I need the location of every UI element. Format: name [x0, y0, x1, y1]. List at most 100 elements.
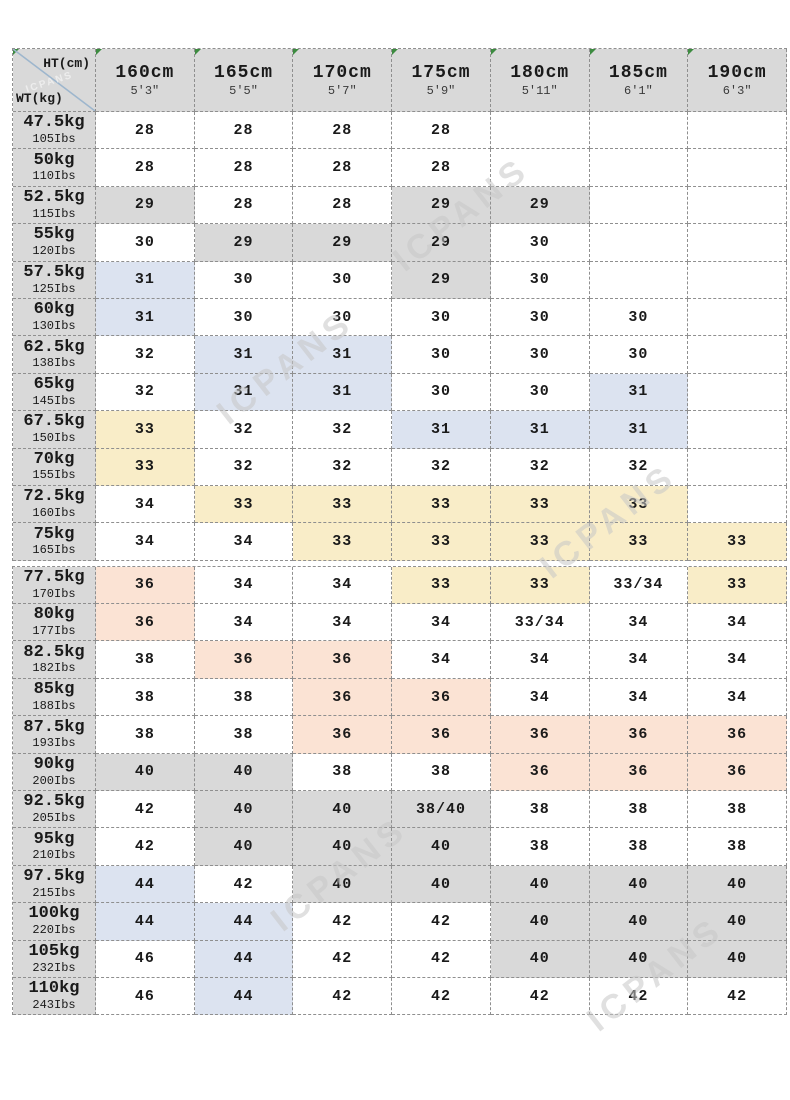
column-height-ft: 5'11" [521, 83, 558, 98]
size-cell: 40 [589, 865, 689, 904]
weight-kg: 92.5kg [23, 792, 85, 812]
size-cell: 33 [490, 523, 590, 561]
size-cell: 28 [293, 186, 393, 225]
size-cell: 34 [688, 641, 787, 679]
size-cell: 42 [96, 828, 195, 866]
size-cell: 33 [96, 411, 195, 449]
size-cell: 40 [589, 903, 689, 941]
size-cell: 34 [688, 678, 787, 717]
row-weight-label: 57.5kg 125Ibs [13, 261, 96, 299]
weight-kg: 52.5kg [23, 188, 85, 208]
size-cell: 40 [392, 828, 491, 866]
size-cell: 42 [293, 903, 393, 941]
column-header: 190cm 6'3" [688, 49, 787, 112]
size-cell: 34 [96, 523, 195, 561]
column-height-cm: 190cm [707, 62, 767, 83]
size-cell: 42 [293, 977, 393, 1016]
row-weight-label: 62.5kg 138Ibs [13, 336, 96, 374]
size-cell: 42 [392, 940, 491, 978]
row-weight-label: 65kg 145Ibs [13, 373, 96, 412]
size-cell: 40 [688, 903, 787, 941]
size-cell: 34 [194, 566, 294, 605]
size-chart: HT(cm) WT(kg) ICPANS 160cm 5'3" 165cm 5'5" 1… [12, 48, 787, 1016]
weight-kg: 67.5kg [23, 412, 85, 432]
size-cell: 40 [688, 865, 787, 904]
size-cell: 36 [293, 678, 393, 717]
weight-lbs: 165Ibs [32, 543, 76, 558]
size-cell: 30 [490, 336, 590, 374]
size-cell: 30 [194, 261, 294, 299]
size-cell: 40 [490, 865, 590, 904]
column-height-cm: 170cm [312, 62, 372, 83]
size-cell: 31 [96, 261, 195, 299]
size-cell: 34 [392, 641, 491, 679]
column-height-ft: 5'5" [229, 83, 258, 98]
size-cell: 40 [589, 940, 689, 978]
weight-lbs: 170Ibs [32, 586, 76, 601]
size-cell: 32 [194, 411, 294, 449]
size-table-lower: 77.5kg 170Ibs 36 34 34 33 33 33/34 33 80kg 177Ibs 3… [12, 565, 787, 1016]
column-header: 170cm 5'7" [293, 49, 393, 112]
size-cell: 38 [688, 828, 787, 866]
weight-lbs: 115Ibs [32, 206, 76, 221]
size-cell: 36 [194, 641, 294, 679]
size-cell: 31 [194, 373, 294, 412]
size-cell: 40 [293, 828, 393, 866]
column-height-ft: 5'9" [426, 83, 456, 98]
column-header: 165cm 5'5" [194, 49, 294, 112]
size-cell: 33 [392, 485, 491, 524]
size-cell: 31 [490, 411, 590, 449]
row-weight-label: 77.5kg 170Ibs [13, 566, 96, 605]
weight-kg: 55kg [33, 225, 75, 245]
row-weight-label: 67.5kg 150Ibs [13, 411, 96, 449]
row-weight-label: 110kg 243Ibs [13, 977, 96, 1016]
column-height-cm: 185cm [608, 62, 668, 83]
size-cell: 44 [96, 865, 195, 904]
size-cell: 28 [194, 112, 294, 150]
weight-lbs: 188Ibs [32, 698, 76, 713]
size-cell [490, 112, 590, 150]
size-cell: 30 [96, 224, 195, 262]
size-cell: 30 [490, 224, 590, 262]
weight-lbs: 110Ibs [32, 169, 76, 184]
size-cell: 42 [589, 977, 689, 1016]
row-weight-label: 70kg 155Ibs [13, 448, 96, 486]
size-cell: 42 [392, 903, 491, 941]
weight-kg: 105kg [28, 941, 80, 961]
weight-kg: 62.5kg [23, 337, 85, 357]
weight-kg: 57.5kg [23, 262, 85, 282]
weight-lbs: 125Ibs [32, 281, 76, 296]
size-cell: 29 [392, 261, 491, 299]
row-weight-label: 80kg 177Ibs [13, 604, 96, 642]
size-cell: 30 [490, 373, 590, 412]
size-cell: 34 [293, 604, 393, 642]
size-cell: 36 [490, 716, 590, 754]
size-cell: 38 [490, 828, 590, 866]
size-cell [688, 298, 787, 337]
size-cell: 38 [96, 678, 195, 717]
weight-kg: 87.5kg [23, 717, 85, 737]
size-cell: 33 [96, 448, 195, 486]
size-cell: 34 [688, 604, 787, 642]
weight-lbs: 200Ibs [32, 773, 76, 788]
size-cell: 33 [392, 523, 491, 561]
size-cell: 30 [194, 298, 294, 337]
weight-kg: 110kg [28, 979, 80, 999]
size-cell: 31 [589, 411, 689, 449]
size-cell: 42 [688, 977, 787, 1016]
size-cell [688, 373, 787, 412]
size-cell: 33/34 [490, 604, 590, 642]
row-weight-label: 97.5kg 215Ibs [13, 865, 96, 904]
size-cell [688, 448, 787, 486]
weight-lbs: 220Ibs [32, 923, 76, 938]
size-cell: 42 [194, 865, 294, 904]
row-weight-label: 47.5kg 105Ibs [13, 112, 96, 150]
weight-kg: 65kg [33, 374, 75, 394]
size-cell: 31 [293, 336, 393, 374]
size-cell: 31 [96, 298, 195, 337]
size-cell: 32 [96, 336, 195, 374]
weight-kg: 82.5kg [23, 642, 85, 662]
size-cell: 30 [490, 261, 590, 299]
size-cell: 38/40 [392, 791, 491, 829]
row-weight-label: 85kg 188Ibs [13, 678, 96, 717]
